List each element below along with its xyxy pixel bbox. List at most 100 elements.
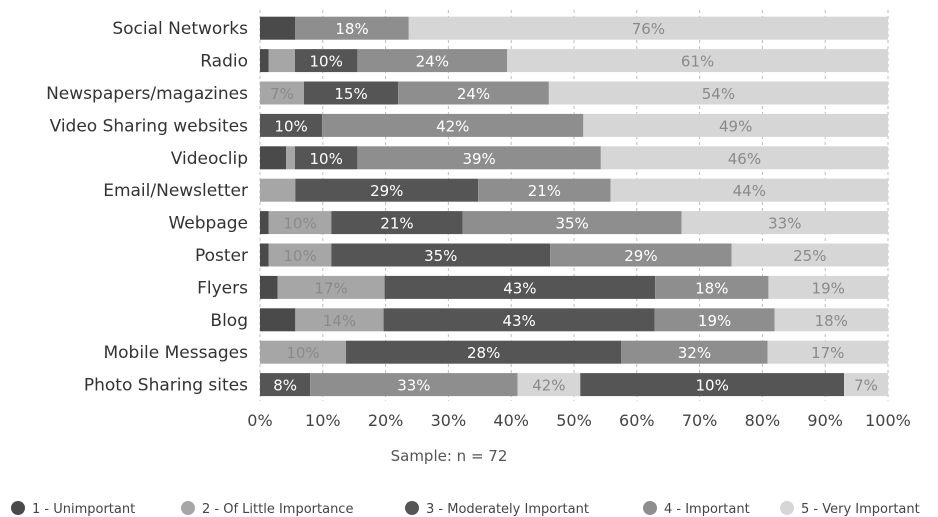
data-label: 18% (695, 279, 728, 297)
bar-segment (398, 81, 549, 105)
legend-label: 5 - Very Important (801, 502, 920, 517)
bar-segment (303, 81, 399, 105)
bar-segment (507, 49, 888, 73)
bar-segment (610, 178, 888, 202)
bar-segment (517, 373, 581, 397)
bar-segment (774, 308, 888, 332)
legend-swatch (181, 501, 195, 515)
data-label: 49% (719, 117, 752, 135)
data-label: 7% (854, 377, 878, 395)
bar-segment (295, 308, 384, 332)
bar-segment (768, 275, 888, 299)
data-label: 17% (314, 279, 347, 297)
data-label: 35% (424, 247, 457, 265)
data-label: 39% (462, 150, 495, 168)
data-label: 54% (702, 85, 735, 103)
bar-segment (580, 373, 845, 397)
bar-segment (548, 81, 888, 105)
bar-segment (310, 373, 518, 397)
category-label: Video Sharing websites (50, 116, 249, 136)
data-label: 10% (309, 150, 342, 168)
bar-segment (383, 308, 655, 332)
legend-swatch (643, 501, 657, 515)
bar-segment (295, 178, 479, 202)
bar-segment (550, 243, 732, 267)
data-label: 24% (416, 53, 449, 71)
bar-segment (277, 275, 385, 299)
data-label: 10% (283, 215, 316, 233)
bar-segment (583, 113, 888, 137)
bar-segment (286, 146, 295, 170)
data-label: 17% (811, 344, 844, 362)
bar-segment (408, 16, 888, 40)
x-tick-label: 90% (807, 411, 843, 430)
x-tick-label: 80% (745, 411, 781, 430)
data-label: 18% (815, 312, 848, 330)
bar-segment (295, 16, 409, 40)
data-label: 29% (624, 247, 657, 265)
legend-label: 1 - Unimportant (32, 502, 135, 517)
category-label: Social Networks (112, 19, 248, 39)
data-label: 19% (698, 312, 731, 330)
data-label: 43% (503, 279, 536, 297)
data-label: 10% (286, 344, 319, 362)
bar-segment (268, 243, 332, 267)
x-axis-ticks: 0% 10% 20% 30% 40% 50% 60% 70% 80% 90% 100% (247, 411, 911, 430)
category-label: Email/Newsletter (103, 181, 248, 201)
bar-segment (260, 340, 347, 364)
bar-segment (655, 275, 769, 299)
x-tick-label: 50% (556, 411, 592, 430)
data-label: 21% (380, 215, 413, 233)
data-label: 42% (532, 377, 565, 395)
bar-segment (357, 49, 508, 73)
data-label: 44% (733, 182, 766, 200)
data-label: 33% (768, 215, 801, 233)
bar-segment (260, 308, 296, 332)
bar-segment (844, 373, 888, 397)
bar-segment (260, 243, 269, 267)
bar-segment (260, 49, 269, 73)
data-label: 43% (502, 312, 535, 330)
legend-swatch (780, 501, 794, 515)
bar-segment (260, 178, 296, 202)
x-tick-label: 20% (368, 411, 404, 430)
legend-swatch (405, 501, 419, 515)
data-label: 10% (309, 53, 342, 71)
category-label: Webpage (168, 214, 248, 234)
data-label: 18% (335, 20, 368, 38)
x-tick-label: 30% (431, 411, 467, 430)
legend-label: 4 - Important (664, 502, 750, 517)
bar-segment (331, 243, 551, 267)
legend-swatch (11, 501, 25, 515)
data-label: 24% (457, 85, 490, 103)
data-label: 35% (555, 215, 588, 233)
category-label: Poster (195, 246, 248, 266)
bar-segment (767, 340, 888, 364)
data-label: 10% (283, 247, 316, 265)
x-tick-label: 0% (247, 411, 272, 430)
data-label: 76% (632, 20, 665, 38)
bar-segment (260, 373, 311, 397)
bar-segment (260, 113, 323, 137)
data-label: 61% (681, 53, 714, 71)
bar-segment (478, 178, 611, 202)
data-label: 21% (528, 182, 561, 200)
legend: 1 - Unimportant 2 - Of Little Importance 3… (11, 501, 920, 517)
bar-segment (600, 146, 888, 170)
bar-segment (346, 340, 622, 364)
bar-segment (268, 49, 295, 73)
bar-segment (731, 243, 888, 267)
bar-segment (621, 340, 768, 364)
category-labels: Social Networks Radio Newspapers/magazines… (46, 19, 248, 395)
x-tick-label: 10% (305, 411, 341, 430)
bar-segment (331, 211, 463, 235)
data-label: 15% (334, 85, 367, 103)
data-label: 8% (273, 377, 297, 395)
category-label: Videoclip (171, 149, 248, 169)
sample-note: Sample: n = 72 (391, 447, 508, 465)
x-tick-label: 60% (619, 411, 655, 430)
bar-segment (384, 275, 656, 299)
category-label: Photo Sharing sites (84, 376, 248, 396)
data-label: 19% (812, 279, 845, 297)
